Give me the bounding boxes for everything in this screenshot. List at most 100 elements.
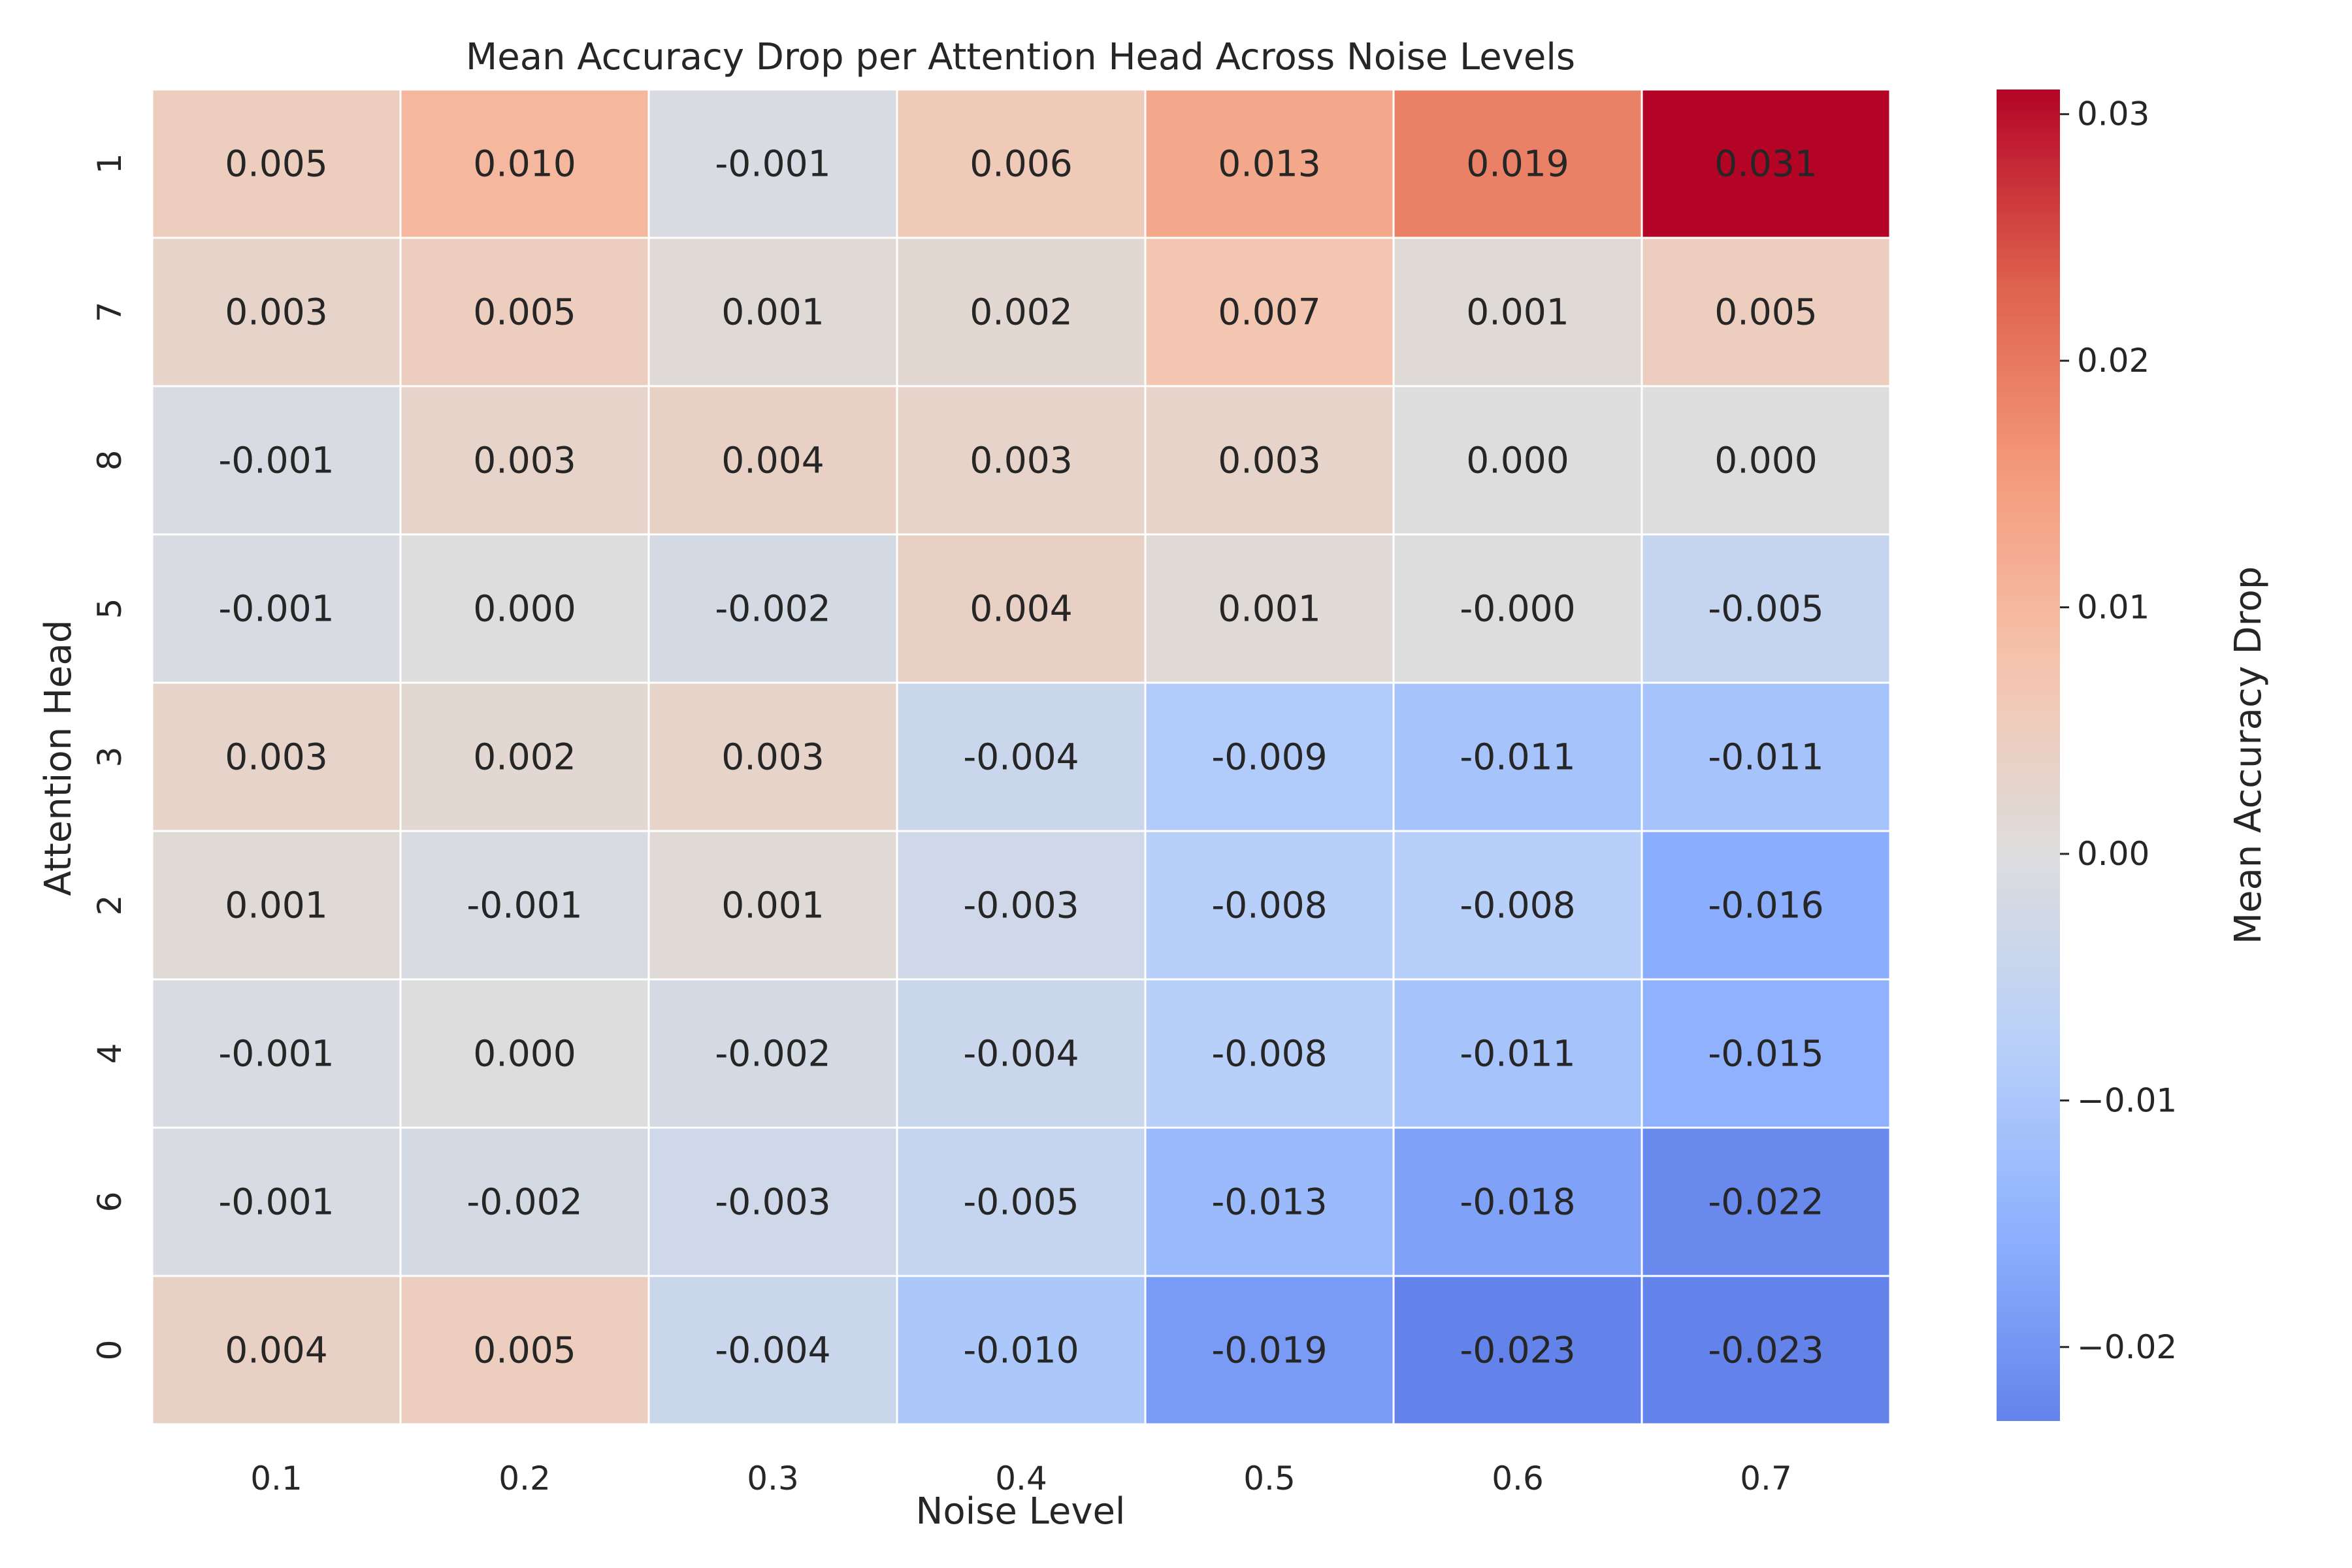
cell-value-label: 0.000 [473,588,576,630]
cell-value-label: -0.001 [715,143,830,185]
cell-value-label: -0.009 [1211,736,1327,778]
x-tick-label: 0.7 [1740,1460,1792,1497]
cell-value-label: -0.004 [963,1033,1079,1075]
cell-value-label: 0.001 [225,885,327,926]
heatmap-cell [399,1275,650,1426]
cell-value-label: -0.023 [1460,1330,1575,1371]
colorbar-tick-label: 0.02 [2077,342,2149,380]
x-tick-label: 0.4 [995,1460,1047,1497]
heatmap-cell [151,533,402,684]
y-tick-label: 3 [91,747,129,768]
cell-value-label: 0.013 [1218,143,1320,185]
heatmap-cell [1641,237,1891,387]
heatmap-cell [151,88,402,239]
y-axis-label: Attention Head [37,620,80,896]
heatmap-cell [647,88,898,239]
heatmap-cell [1144,88,1395,239]
heatmap-cell [399,830,650,981]
cell-value-label: -0.011 [1460,1033,1575,1075]
cell-value-label: 0.003 [970,440,1072,482]
heatmap-cell [1392,533,1643,684]
heatmap-cell [399,1126,650,1277]
heatmap-cell [1641,533,1891,684]
heatmap-cell [399,533,650,684]
heatmap-cell [647,237,898,387]
y-tick-label: 1 [91,154,129,174]
cell-value-label: 0.003 [1218,440,1320,482]
cell-value-label: -0.015 [1708,1033,1823,1075]
y-tick-label: 4 [91,1043,129,1064]
cell-value-label: -0.000 [1460,588,1575,630]
heatmap-cell [647,978,898,1129]
x-tick-label: 0.1 [250,1460,302,1497]
heatmap-cell [1392,1275,1643,1426]
cell-value-label: 0.007 [1218,291,1320,333]
x-axis-label: Noise Level [916,1490,1126,1533]
cell-value-label: 0.031 [1714,143,1817,185]
colorbar [1997,90,2060,1421]
cell-value-label: 0.004 [970,588,1072,630]
y-tick-label: 5 [91,598,129,619]
cell-value-label: 0.004 [721,440,824,482]
colorbar-label: Mean Accuracy Drop [2227,566,2270,945]
cell-value-label: -0.010 [963,1330,1079,1371]
cell-value-label: 0.006 [970,143,1072,185]
cell-value-label: 0.005 [1714,291,1817,333]
cell-value-label: -0.011 [1708,736,1823,778]
cell-value-label: -0.005 [963,1181,1079,1223]
cell-value-label: 0.003 [225,736,327,778]
y-tick-label: 2 [91,895,129,916]
heatmap-cells [151,88,1891,1426]
cell-value-label: -0.005 [1708,588,1823,630]
colorbar-ticks: −0.02 −0.01 0.00 0.01 0.02 0.03 [2060,95,2177,1366]
cell-value-label: -0.001 [466,885,582,926]
cell-value-label: -0.001 [218,440,334,482]
cell-value-label: -0.002 [466,1181,582,1223]
heatmap-cell [1144,830,1395,981]
cell-value-label: 0.000 [1714,440,1817,482]
cell-value-label: 0.003 [225,291,327,333]
y-tick-label: 7 [91,302,129,323]
heatmap-cell [896,385,1147,536]
y-tick-label: 0 [91,1340,129,1361]
heatmap-cell [896,830,1147,981]
heatmap-cell [1144,385,1395,536]
y-axis-ticks: 1 7 8 5 3 2 4 6 0 [91,154,129,1361]
cell-value-label: 0.003 [721,736,824,778]
heatmap-cell [151,237,402,387]
cell-value-label: -0.001 [218,1033,334,1075]
heatmap-cell [151,681,402,832]
heatmap-cell [1641,830,1891,981]
heatmap-cell [1392,88,1643,239]
colorbar-tick-label: 0.03 [2077,95,2149,133]
heatmap-cell [151,1275,402,1426]
heatmap-cell [1641,385,1891,536]
heatmap-cell [896,1275,1147,1426]
cell-value-label: -0.004 [715,1330,830,1371]
cell-value-label: -0.008 [1211,885,1327,926]
heatmap-cell [399,88,650,239]
cell-value-label: -0.022 [1708,1181,1823,1223]
heatmap-cell [1144,1275,1395,1426]
heatmap-cell [1144,1126,1395,1277]
heatmap-cell [1392,978,1643,1129]
cell-value-label: -0.008 [1211,1033,1327,1075]
x-tick-label: 0.5 [1243,1460,1296,1497]
cell-value-label: 0.001 [1466,291,1569,333]
cell-value-label: 0.001 [721,291,824,333]
cell-value-label: 0.003 [473,440,576,482]
cell-value-label: 0.000 [1466,440,1569,482]
cell-value-label: 0.000 [473,1033,576,1075]
cell-value-label: 0.002 [970,291,1072,333]
heatmap-cell [896,88,1147,239]
heatmap-cell [896,533,1147,684]
cell-value-label: -0.019 [1211,1330,1327,1371]
heatmap-cell [151,385,402,536]
cell-value-label: -0.004 [963,736,1079,778]
heatmap-cell [896,1126,1147,1277]
cell-value-label: -0.001 [218,588,334,630]
y-tick-label: 8 [91,450,129,471]
cell-value-label: 0.001 [721,885,824,926]
x-tick-label: 0.6 [1492,1460,1544,1497]
chart-title: Mean Accuracy Drop per Attention Head Ac… [466,36,1575,78]
